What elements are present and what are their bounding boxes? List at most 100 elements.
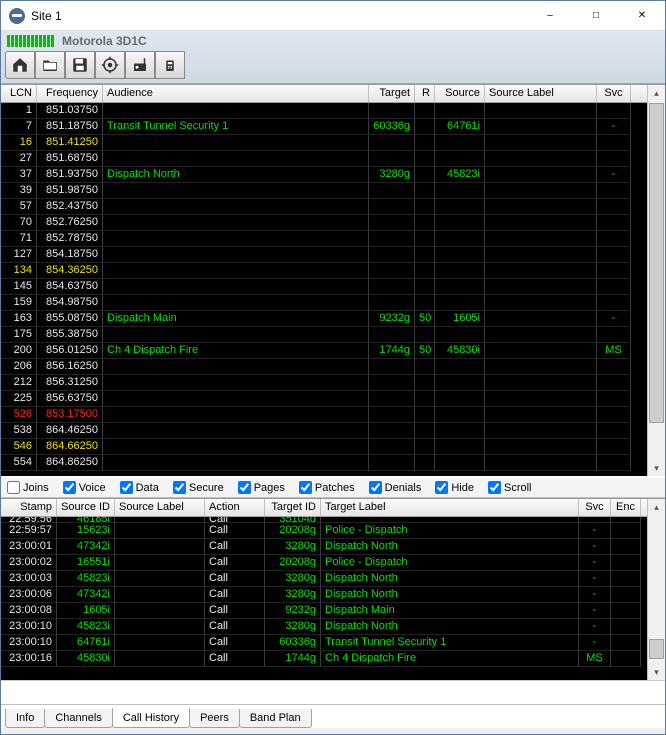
table-row[interactable]: 39851.98750 xyxy=(1,183,647,199)
tab-call-history[interactable]: Call History xyxy=(112,708,190,728)
filter-patches[interactable]: Patches xyxy=(299,481,355,494)
filter-scroll[interactable]: Scroll xyxy=(488,481,532,494)
table-row[interactable]: 16851.41250 xyxy=(1,135,647,151)
filter-hide[interactable]: Hide xyxy=(435,481,474,494)
table-row[interactable]: 134854.36250 xyxy=(1,263,647,279)
save-button[interactable] xyxy=(65,51,95,79)
tab-channels[interactable]: Channels xyxy=(44,709,112,728)
filter-checkbox[interactable] xyxy=(488,481,501,494)
column-header[interactable]: Target Label xyxy=(321,499,579,516)
maximize-button[interactable]: □ xyxy=(573,1,619,31)
open-button[interactable] xyxy=(35,51,65,79)
table-row[interactable]: 127854.18750 xyxy=(1,247,647,263)
column-header[interactable]: Frequency xyxy=(37,85,103,102)
scroll-thumb[interactable] xyxy=(649,639,664,659)
history-body[interactable]: 22:59:5646185iCall35104g22:59:5715623iCa… xyxy=(1,517,647,667)
table-row[interactable]: 225856.63750 xyxy=(1,391,647,407)
history-scrollbar[interactable]: ▴ ▾ xyxy=(647,499,665,680)
table-row[interactable]: 163855.08750Dispatch Main9232g501605i- xyxy=(1,311,647,327)
table-row[interactable]: 526853.17500 xyxy=(1,407,647,423)
filter-checkbox[interactable] xyxy=(369,481,382,494)
table-row[interactable]: 27851.68750 xyxy=(1,151,647,167)
table-row[interactable]: 7851.18750Transit Tunnel Security 160336… xyxy=(1,119,647,135)
table-row[interactable]: 175855.38750 xyxy=(1,327,647,343)
table-row[interactable]: 538864.46250 xyxy=(1,423,647,439)
column-header[interactable]: Svc xyxy=(597,85,631,102)
filter-voice[interactable]: Voice xyxy=(63,481,106,494)
tab-info[interactable]: Info xyxy=(5,709,45,728)
cell: Call xyxy=(205,651,265,667)
scroll-up-icon[interactable]: ▴ xyxy=(648,499,665,515)
table-row[interactable]: 23:00:0647342iCall3280gDispatch North- xyxy=(1,587,647,603)
column-header[interactable]: R xyxy=(415,85,435,102)
table-row[interactable]: 23:00:0345823iCall3280gDispatch North- xyxy=(1,571,647,587)
cell: 852.43750 xyxy=(37,199,103,215)
table-row[interactable]: 22:59:5715623iCall20208gPolice - Dispatc… xyxy=(1,523,647,539)
tab-band-plan[interactable]: Band Plan xyxy=(239,709,312,728)
close-button[interactable]: ✕ xyxy=(619,1,665,31)
filter-label: Secure xyxy=(189,482,224,494)
filter-checkbox[interactable] xyxy=(435,481,448,494)
filter-checkbox[interactable] xyxy=(7,481,20,494)
table-row[interactable]: 159854.98750 xyxy=(1,295,647,311)
cell: 45823i xyxy=(435,167,485,183)
filter-data[interactable]: Data xyxy=(120,481,159,494)
cell xyxy=(369,183,415,199)
cell: 23:00:01 xyxy=(1,539,57,555)
channels-grid: LCNFrequencyAudienceTargetRSourceSource … xyxy=(1,85,647,476)
filter-checkbox[interactable] xyxy=(299,481,312,494)
column-header[interactable]: Action xyxy=(205,499,265,516)
column-header[interactable]: Audience xyxy=(103,85,369,102)
table-row[interactable]: 23:00:081605iCall9232gDispatch Main- xyxy=(1,603,647,619)
table-row[interactable]: 1851.03750 xyxy=(1,103,647,119)
filter-denials[interactable]: Denials xyxy=(369,481,422,494)
table-row[interactable]: 70852.76250 xyxy=(1,215,647,231)
cell xyxy=(369,439,415,455)
settings-button[interactable] xyxy=(95,51,125,79)
scroll-down-icon[interactable]: ▾ xyxy=(648,664,665,680)
pager-button[interactable] xyxy=(155,51,185,79)
column-header[interactable]: Source Label xyxy=(115,499,205,516)
table-row[interactable]: 23:00:1645830iCall1744gCh 4 Dispatch Fir… xyxy=(1,651,647,667)
table-row[interactable]: 71852.78750 xyxy=(1,231,647,247)
table-row[interactable]: 212856.31250 xyxy=(1,375,647,391)
channels-scrollbar[interactable]: ▴ ▾ xyxy=(647,85,665,476)
table-row[interactable]: 37851.93750Dispatch North3280g45823i- xyxy=(1,167,647,183)
table-row[interactable]: 23:00:0216551iCall20208gPolice - Dispatc… xyxy=(1,555,647,571)
column-header[interactable]: Target xyxy=(369,85,415,102)
column-header[interactable]: Source Label xyxy=(485,85,597,102)
column-header[interactable]: Source ID xyxy=(57,499,115,516)
column-header[interactable]: Stamp xyxy=(1,499,57,516)
column-header[interactable]: Source xyxy=(435,85,485,102)
tab-peers[interactable]: Peers xyxy=(189,709,240,728)
table-row[interactable]: 554864.86250 xyxy=(1,455,647,471)
table-row[interactable]: 57852.43750 xyxy=(1,199,647,215)
column-header[interactable]: Svc xyxy=(579,499,611,516)
column-header[interactable]: Target ID xyxy=(265,499,321,516)
filter-checkbox[interactable] xyxy=(63,481,76,494)
radio-button[interactable] xyxy=(125,51,155,79)
scroll-down-icon[interactable]: ▾ xyxy=(648,460,665,476)
scroll-thumb[interactable] xyxy=(649,103,664,423)
filter-checkbox[interactable] xyxy=(173,481,186,494)
table-row[interactable]: 23:00:1045823iCall3280gDispatch North- xyxy=(1,619,647,635)
filter-checkbox[interactable] xyxy=(120,481,133,494)
table-row[interactable]: 145854.63750 xyxy=(1,279,647,295)
table-row[interactable]: 23:00:0147342iCall3280gDispatch North- xyxy=(1,539,647,555)
filter-secure[interactable]: Secure xyxy=(173,481,224,494)
filter-joins[interactable]: Joins xyxy=(7,481,49,494)
column-header[interactable]: LCN xyxy=(1,85,37,102)
cell xyxy=(597,103,631,119)
column-header[interactable]: Enc xyxy=(611,499,641,516)
table-row[interactable]: 200856.01250Ch 4 Dispatch Fire1744g50458… xyxy=(1,343,647,359)
filter-pages[interactable]: Pages xyxy=(238,481,285,494)
table-row[interactable]: 546864.66250 xyxy=(1,439,647,455)
table-row[interactable]: 206856.16250 xyxy=(1,359,647,375)
channels-body[interactable]: 1851.037507851.18750Transit Tunnel Secur… xyxy=(1,103,647,471)
minimize-button[interactable]: – xyxy=(527,1,573,31)
filter-checkbox[interactable] xyxy=(238,481,251,494)
cell: 23:00:03 xyxy=(1,571,57,587)
scroll-up-icon[interactable]: ▴ xyxy=(648,85,665,101)
table-row[interactable]: 23:00:1064761iCall60336gTransit Tunnel S… xyxy=(1,635,647,651)
home-button[interactable] xyxy=(5,51,35,79)
